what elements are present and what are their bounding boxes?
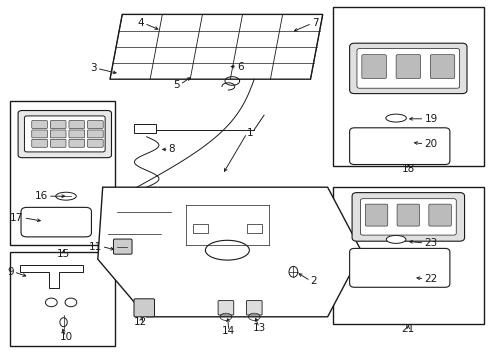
FancyBboxPatch shape	[349, 248, 449, 287]
FancyBboxPatch shape	[50, 130, 66, 138]
FancyBboxPatch shape	[429, 55, 454, 78]
FancyBboxPatch shape	[21, 207, 91, 237]
FancyBboxPatch shape	[69, 130, 84, 138]
FancyBboxPatch shape	[32, 130, 47, 138]
Bar	[332, 7, 483, 166]
FancyBboxPatch shape	[218, 301, 233, 315]
Bar	[10, 252, 115, 346]
Bar	[246, 224, 261, 233]
Text: 20: 20	[424, 139, 437, 149]
Text: 23: 23	[424, 238, 437, 248]
Text: 18: 18	[401, 164, 414, 174]
Text: 2: 2	[310, 276, 317, 286]
FancyBboxPatch shape	[24, 116, 105, 152]
FancyBboxPatch shape	[87, 139, 103, 147]
Text: 8: 8	[168, 144, 175, 154]
FancyBboxPatch shape	[18, 111, 111, 158]
FancyBboxPatch shape	[428, 204, 450, 226]
Text: 16: 16	[35, 191, 48, 201]
Text: 4: 4	[137, 18, 144, 28]
FancyBboxPatch shape	[69, 139, 84, 147]
Text: 5: 5	[173, 80, 180, 90]
FancyBboxPatch shape	[351, 193, 464, 241]
FancyBboxPatch shape	[113, 239, 132, 254]
FancyBboxPatch shape	[32, 121, 47, 129]
Bar	[10, 101, 115, 245]
Text: 14: 14	[222, 326, 235, 336]
FancyBboxPatch shape	[349, 128, 449, 165]
Text: 12: 12	[133, 317, 147, 327]
Polygon shape	[98, 187, 361, 317]
FancyBboxPatch shape	[356, 49, 459, 88]
Text: 3: 3	[90, 63, 97, 73]
Text: 7: 7	[311, 18, 318, 28]
FancyBboxPatch shape	[134, 299, 154, 317]
Text: 11: 11	[88, 242, 102, 252]
Text: 6: 6	[237, 62, 244, 72]
Text: 17: 17	[10, 213, 23, 223]
FancyBboxPatch shape	[32, 139, 47, 147]
FancyBboxPatch shape	[349, 43, 466, 94]
FancyBboxPatch shape	[395, 55, 420, 78]
Text: 22: 22	[424, 274, 437, 284]
Text: 15: 15	[57, 249, 70, 259]
Bar	[193, 224, 207, 233]
Ellipse shape	[385, 114, 406, 122]
Text: 10: 10	[60, 332, 72, 342]
Bar	[332, 187, 483, 324]
Text: 21: 21	[401, 324, 414, 334]
FancyBboxPatch shape	[50, 139, 66, 147]
Text: 13: 13	[252, 323, 265, 333]
Polygon shape	[110, 14, 322, 79]
FancyBboxPatch shape	[87, 130, 103, 138]
FancyBboxPatch shape	[365, 204, 387, 226]
Text: 1: 1	[246, 128, 253, 138]
FancyBboxPatch shape	[246, 301, 262, 315]
FancyBboxPatch shape	[396, 204, 419, 226]
Polygon shape	[20, 265, 83, 288]
FancyBboxPatch shape	[50, 121, 66, 129]
Ellipse shape	[386, 235, 405, 243]
Ellipse shape	[56, 192, 76, 200]
Text: 9: 9	[7, 267, 14, 277]
Text: 19: 19	[424, 114, 437, 124]
FancyBboxPatch shape	[361, 55, 386, 78]
FancyBboxPatch shape	[360, 199, 455, 235]
FancyBboxPatch shape	[87, 121, 103, 129]
FancyBboxPatch shape	[69, 121, 84, 129]
